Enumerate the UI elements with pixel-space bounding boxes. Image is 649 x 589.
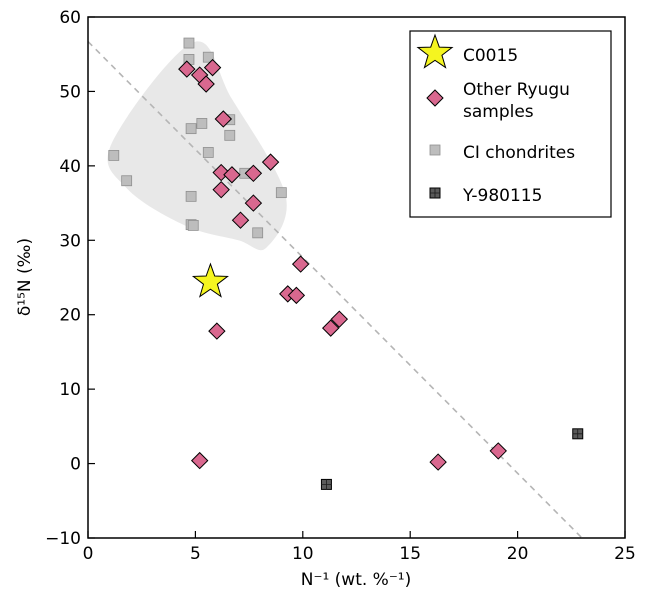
x-tick-label: 20 bbox=[507, 544, 529, 564]
data-point-diamond bbox=[231, 211, 250, 229]
data-point-diamond bbox=[214, 110, 233, 128]
data-point-diamond bbox=[244, 194, 263, 212]
data-points-layer bbox=[108, 37, 584, 490]
data-point-square bbox=[121, 175, 133, 187]
data-point-square bbox=[187, 219, 199, 231]
data-point-diamond bbox=[197, 75, 215, 93]
data-point-square bbox=[252, 227, 264, 239]
data-point-diamond bbox=[223, 166, 241, 184]
y-tick-label: −10 bbox=[45, 529, 81, 549]
data-point-diamond bbox=[287, 286, 306, 305]
data-point-diamond bbox=[489, 442, 507, 460]
x-tick-label: 0 bbox=[83, 544, 94, 564]
x-tick-label: 15 bbox=[399, 544, 421, 564]
data-point-diamond bbox=[208, 322, 226, 340]
legend-label: samples bbox=[463, 102, 534, 122]
x-tick-label: 10 bbox=[292, 544, 314, 564]
y-tick-label: 40 bbox=[59, 157, 81, 177]
x-axis-label: N⁻¹ (wt. %⁻¹) bbox=[301, 570, 412, 589]
y-axis-label: δ¹⁵N (‰) bbox=[15, 238, 35, 316]
data-point-square bbox=[185, 123, 197, 135]
data-point-square bbox=[185, 190, 197, 202]
x-tick-label: 5 bbox=[190, 544, 201, 564]
y-tick-label: 10 bbox=[59, 380, 81, 400]
legend-marker-grid-square bbox=[429, 187, 441, 199]
data-point-square bbox=[183, 37, 195, 49]
data-point-square bbox=[275, 187, 287, 199]
data-point-diamond bbox=[203, 58, 222, 77]
data-point-square bbox=[224, 129, 236, 141]
data-point-square bbox=[196, 118, 208, 129]
data-point-grid-square bbox=[320, 478, 332, 490]
highlight-region-layer bbox=[107, 41, 287, 251]
legend-label: Y-980115 bbox=[462, 186, 542, 206]
data-point-diamond bbox=[261, 153, 280, 171]
data-point-diamond bbox=[291, 255, 310, 273]
data-point-diamond bbox=[190, 451, 209, 470]
y-tick-label: 60 bbox=[59, 8, 81, 28]
x-tick-label: 25 bbox=[614, 544, 636, 564]
legend-label: CI chondrites bbox=[463, 143, 575, 163]
data-point-square bbox=[202, 147, 214, 158]
data-point-diamond bbox=[330, 310, 349, 328]
data-point-grid-square bbox=[572, 428, 584, 440]
legend-marker-diamond bbox=[426, 89, 444, 107]
data-point-diamond bbox=[212, 180, 230, 199]
legend-label: Other Ryugu bbox=[463, 80, 570, 100]
highlight-region bbox=[107, 41, 287, 251]
data-point-diamond bbox=[429, 453, 447, 471]
data-point-star bbox=[191, 262, 229, 298]
data-point-square bbox=[108, 150, 120, 161]
data-point-diamond bbox=[244, 164, 263, 183]
legend-label: C0015 bbox=[463, 46, 518, 66]
y-tick-label: 50 bbox=[59, 82, 81, 102]
data-point-diamond bbox=[322, 319, 340, 337]
y-tick-label: 30 bbox=[59, 231, 81, 251]
legend-marker-square bbox=[429, 144, 441, 156]
y-tick-label: 0 bbox=[70, 455, 81, 475]
data-point-square bbox=[202, 51, 214, 63]
y-tick-label: 20 bbox=[59, 306, 81, 326]
data-point-diamond bbox=[212, 163, 230, 182]
plot-frame bbox=[87, 16, 626, 539]
data-point-diamond bbox=[178, 60, 196, 78]
legend-marker-star bbox=[416, 33, 454, 69]
